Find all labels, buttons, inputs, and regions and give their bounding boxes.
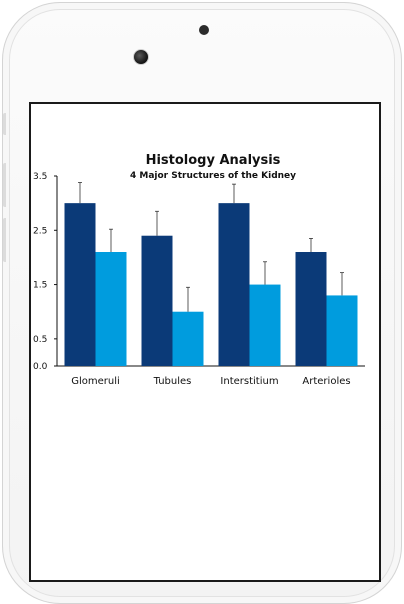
y-tick-label: 0.0: [33, 362, 48, 372]
y-tick-label: 2.5: [33, 226, 47, 236]
y-tick-label: 0.5: [33, 335, 47, 345]
mute-switch: [3, 113, 6, 135]
chart-title: Histology Analysis: [146, 153, 281, 168]
bar-tubules-series-1: [141, 235, 173, 366]
y-tick-label: 1.5: [33, 281, 47, 291]
x-category-label: Arterioles: [302, 376, 350, 387]
phone-screen: Histology Analysis 4 Major Structures of…: [29, 102, 381, 582]
bar-interstitium-series-1: [218, 203, 250, 366]
bar-glomeruli-series-2: [95, 252, 127, 366]
x-category-label: Tubules: [153, 376, 192, 387]
speaker-icon: [199, 25, 209, 35]
bar-glomeruli-series-1: [64, 203, 96, 366]
x-category-label: Glomeruli: [71, 376, 120, 387]
x-category-label: Interstitium: [220, 376, 278, 387]
volume-up-button: [3, 163, 6, 207]
bar-arterioles-series-2: [326, 295, 358, 366]
front-camera-icon: [133, 49, 149, 65]
bar-chart: Histology Analysis 4 Major Structures of…: [33, 153, 365, 387]
chart-subtitle: 4 Major Structures of the Kidney: [130, 171, 296, 181]
bar-tubules-series-2: [172, 311, 204, 366]
bar-arterioles-series-1: [295, 252, 327, 366]
plot-area: 3.5 2.5 1.5 0.5 0.0 Glomeruli Tubules Interstit…: [33, 172, 365, 387]
volume-down-button: [3, 218, 6, 262]
y-tick-label: 3.5: [33, 172, 47, 182]
bar-interstitium-series-2: [249, 284, 281, 366]
